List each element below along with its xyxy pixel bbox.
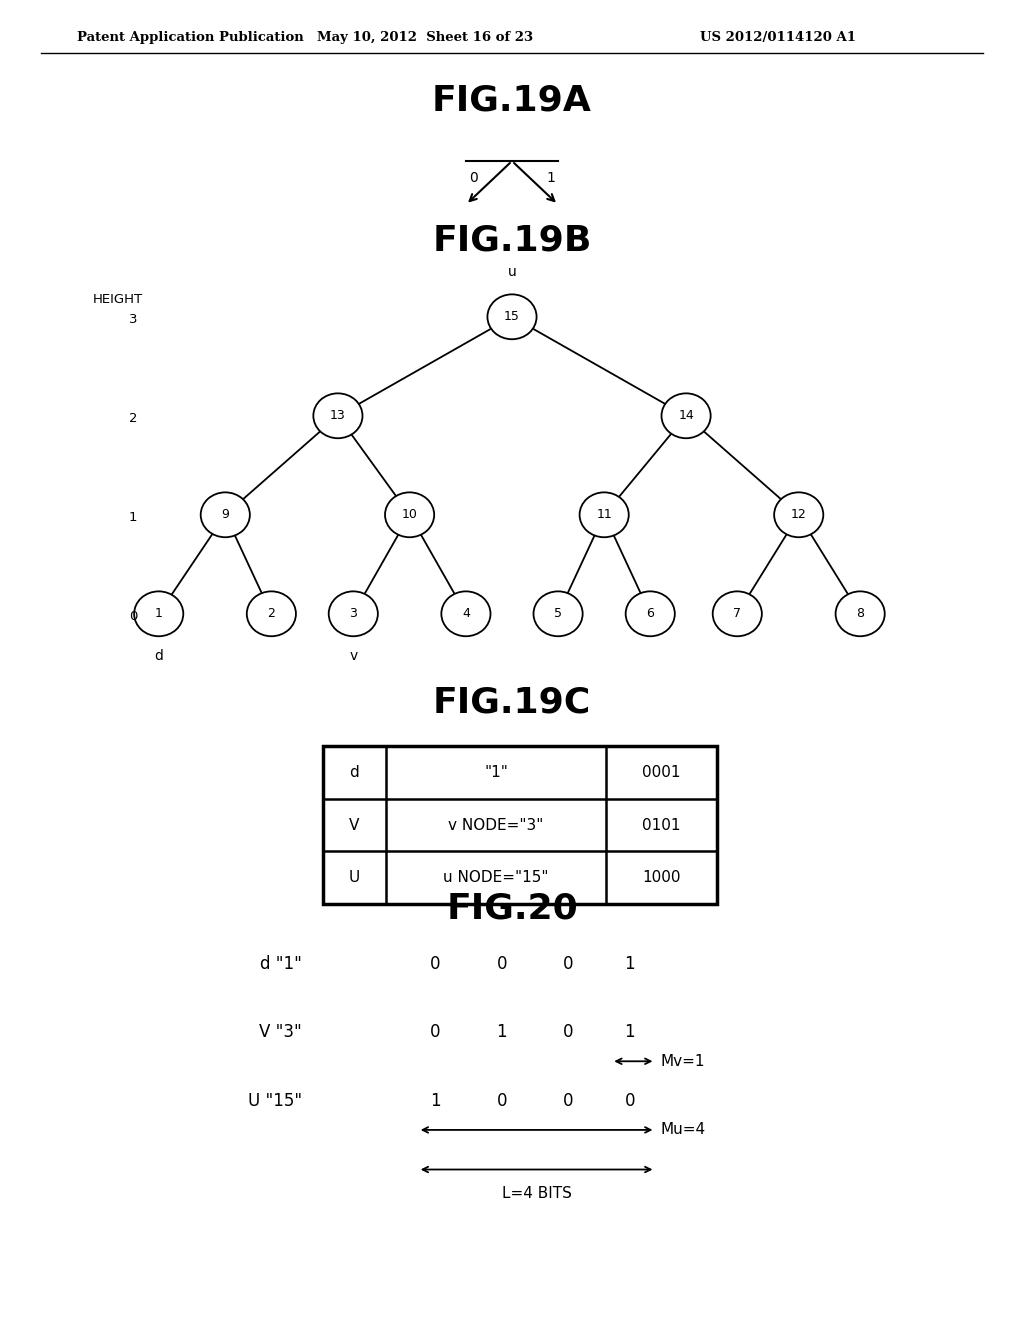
Text: v: v [349,649,357,663]
Text: 0101: 0101 [642,817,681,833]
Text: 12: 12 [791,508,807,521]
Text: d: d [349,764,359,780]
Text: L=4 BITS: L=4 BITS [502,1185,571,1201]
Text: 1: 1 [547,172,555,185]
Text: 1: 1 [430,1092,440,1110]
Ellipse shape [441,591,490,636]
Text: HEIGHT: HEIGHT [93,293,142,306]
Text: 1: 1 [497,1023,507,1041]
Text: 0: 0 [625,1092,635,1110]
Text: u: u [508,264,516,279]
Ellipse shape [201,492,250,537]
Text: 5: 5 [554,607,562,620]
Text: FIG.19A: FIG.19A [432,83,592,117]
Text: 1: 1 [625,954,635,973]
Text: 7: 7 [733,607,741,620]
Text: May 10, 2012  Sheet 16 of 23: May 10, 2012 Sheet 16 of 23 [316,32,534,44]
Text: 11: 11 [596,508,612,521]
Text: U: U [349,870,359,886]
Text: FIG.20: FIG.20 [446,891,578,925]
Text: 0: 0 [430,954,440,973]
Text: U "15": U "15" [248,1092,302,1110]
Text: 3: 3 [349,607,357,620]
Text: FIG.19B: FIG.19B [432,223,592,257]
Text: 1: 1 [155,607,163,620]
Text: 1: 1 [129,511,137,524]
Text: 14: 14 [678,409,694,422]
Text: 0: 0 [497,954,507,973]
Ellipse shape [313,393,362,438]
Text: US 2012/0114120 A1: US 2012/0114120 A1 [700,32,856,44]
Ellipse shape [487,294,537,339]
Text: 9: 9 [221,508,229,521]
Text: d "1": d "1" [260,954,302,973]
Ellipse shape [134,591,183,636]
Text: FIG.19C: FIG.19C [433,685,591,719]
Ellipse shape [580,492,629,537]
Text: 0: 0 [430,1023,440,1041]
Text: 4: 4 [462,607,470,620]
Text: 6: 6 [646,607,654,620]
Text: 0: 0 [563,954,573,973]
Bar [323,746,717,904]
Text: 0: 0 [497,1092,507,1110]
Text: V: V [349,817,359,833]
Text: 0: 0 [469,172,477,185]
Ellipse shape [534,591,583,636]
Text: 8: 8 [856,607,864,620]
Text: 0: 0 [129,610,137,623]
Ellipse shape [774,492,823,537]
Text: Mv=1: Mv=1 [660,1053,705,1069]
Ellipse shape [662,393,711,438]
Ellipse shape [385,492,434,537]
Ellipse shape [329,591,378,636]
Text: 0001: 0001 [642,764,681,780]
Text: 3: 3 [129,313,137,326]
Text: 0: 0 [563,1092,573,1110]
Text: 10: 10 [401,508,418,521]
Text: 1000: 1000 [642,870,681,886]
Text: 15: 15 [504,310,520,323]
Text: v NODE="3": v NODE="3" [449,817,544,833]
Text: 1: 1 [625,1023,635,1041]
Ellipse shape [626,591,675,636]
Text: "1": "1" [484,764,508,780]
Ellipse shape [247,591,296,636]
Text: d: d [155,649,163,663]
Text: 13: 13 [330,409,346,422]
Text: 2: 2 [267,607,275,620]
Text: 2: 2 [129,412,137,425]
Ellipse shape [713,591,762,636]
Text: u NODE="15": u NODE="15" [443,870,549,886]
Text: Mu=4: Mu=4 [660,1122,706,1138]
Ellipse shape [836,591,885,636]
Text: Patent Application Publication: Patent Application Publication [77,32,303,44]
Text: V "3": V "3" [259,1023,302,1041]
Text: 0: 0 [563,1023,573,1041]
